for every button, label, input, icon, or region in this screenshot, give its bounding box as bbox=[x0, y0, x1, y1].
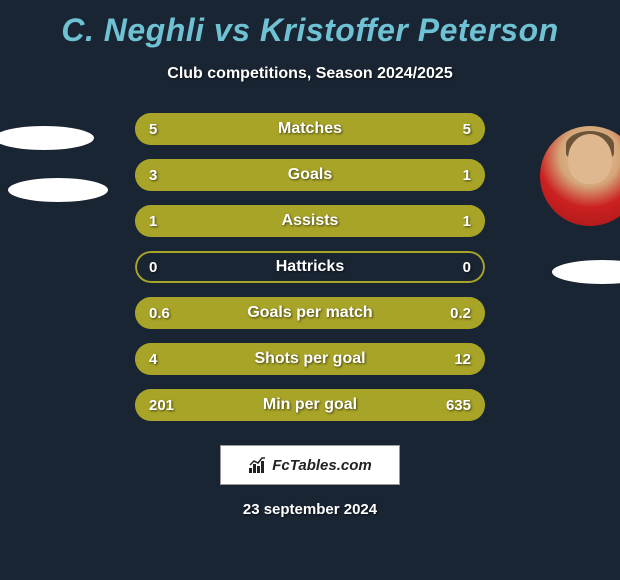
stat-value-left: 0.6 bbox=[149, 305, 170, 322]
footer-brand-logo: FcTables.com bbox=[220, 445, 400, 485]
stat-value-right: 1 bbox=[463, 167, 471, 184]
stat-value-right: 635 bbox=[446, 397, 471, 414]
stat-row: 1 Assists 1 bbox=[135, 205, 485, 237]
stat-label: Min per goal bbox=[263, 396, 357, 414]
avatar-shadow bbox=[8, 178, 108, 202]
page-subtitle: Club competitions, Season 2024/2025 bbox=[0, 65, 620, 83]
stats-container: 5 Matches 5 3 Goals 1 1 Assists 1 0 Hattricks 0 0.6 G… bbox=[135, 113, 485, 421]
stat-value-left: 1 bbox=[149, 213, 157, 230]
stat-label: Goals bbox=[288, 166, 332, 184]
stat-value-right: 12 bbox=[454, 351, 471, 368]
stat-value-left: 4 bbox=[149, 351, 157, 368]
stat-row: 4 Shots per goal 12 bbox=[135, 343, 485, 375]
stat-value-left: 3 bbox=[149, 167, 157, 184]
stat-row: 3 Goals 1 bbox=[135, 159, 485, 191]
stat-label: Assists bbox=[282, 212, 339, 230]
stat-fill-right bbox=[398, 297, 486, 329]
footer-brand-text: FcTables.com bbox=[272, 457, 371, 474]
stat-value-left: 201 bbox=[149, 397, 174, 414]
page-title: C. Neghli vs Kristoffer Peterson bbox=[0, 0, 620, 49]
avatar-shadow bbox=[0, 126, 94, 150]
stat-value-right: 5 bbox=[463, 121, 471, 138]
stat-row: 5 Matches 5 bbox=[135, 113, 485, 145]
player-avatar-right bbox=[540, 126, 620, 226]
stat-value-right: 0 bbox=[463, 259, 471, 276]
stat-row: 201 Min per goal 635 bbox=[135, 389, 485, 421]
stat-value-left: 5 bbox=[149, 121, 157, 138]
stat-label: Goals per match bbox=[247, 304, 372, 322]
stat-fill-left bbox=[135, 389, 219, 421]
chart-icon bbox=[248, 456, 268, 474]
stat-value-right: 1 bbox=[463, 213, 471, 230]
stat-row: 0 Hattricks 0 bbox=[135, 251, 485, 283]
stat-fill-left bbox=[135, 159, 398, 191]
avatar-shadow bbox=[552, 260, 620, 284]
stat-value-right: 0.2 bbox=[450, 305, 471, 322]
footer-date: 23 september 2024 bbox=[0, 501, 620, 518]
stat-value-left: 0 bbox=[149, 259, 157, 276]
stat-fill-right bbox=[398, 159, 486, 191]
stat-row: 0.6 Goals per match 0.2 bbox=[135, 297, 485, 329]
stat-label: Matches bbox=[278, 120, 342, 138]
stat-label: Shots per goal bbox=[254, 350, 365, 368]
stat-label: Hattricks bbox=[276, 258, 344, 276]
